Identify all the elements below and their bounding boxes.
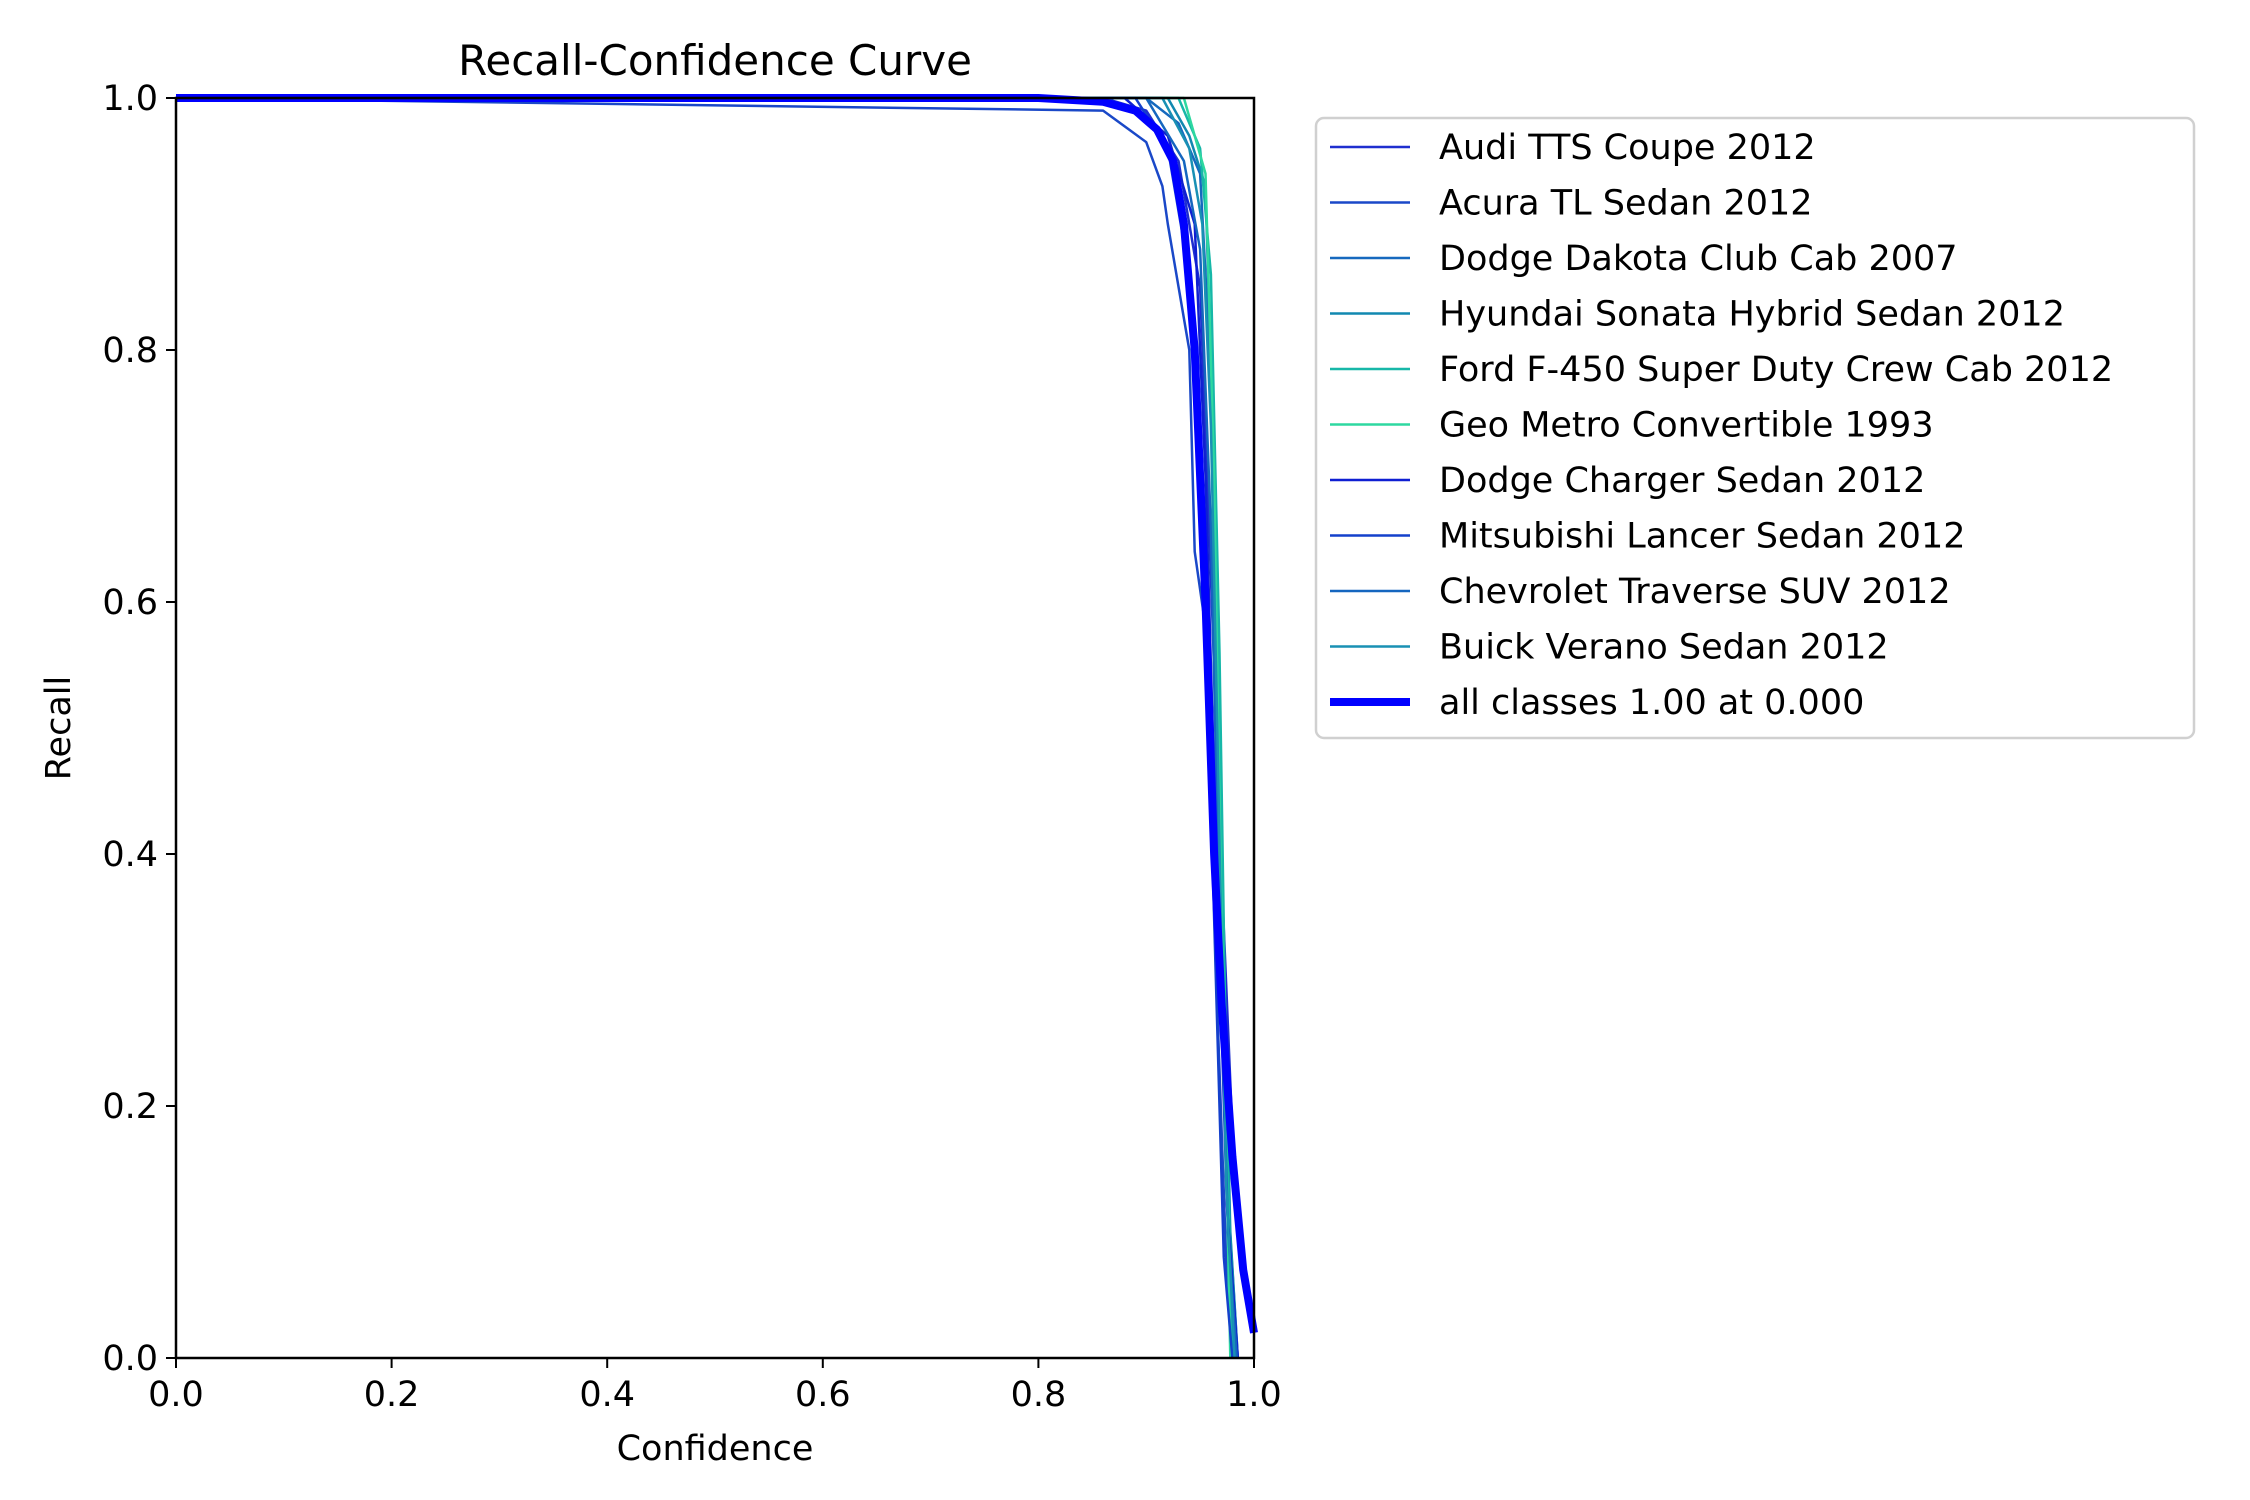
series-line-ford-f-450-super-duty-crew-cab-2012 [176,96,1234,1359]
series-line-audi-tts-coupe-2012 [176,96,1256,1334]
legend-label: all classes 1.00 at 0.000 [1439,683,1864,723]
series-line-chevrolet-traverse-suv-2012 [176,96,1239,1359]
legend-label: Ford F-450 Super Duty Crew Cab 2012 [1439,350,2113,390]
legend-label: Audi TTS Coupe 2012 [1439,128,1816,168]
legend-label: Geo Metro Convertible 1993 [1439,406,1934,446]
x-tick-label: 0.6 [795,1375,851,1415]
legend-label: Dodge Charger Sedan 2012 [1439,461,1925,501]
legend-label: Buick Verano Sedan 2012 [1439,628,1889,668]
x-tick-label: 1.0 [1226,1375,1282,1415]
chart-title: Recall-Confidence Curve [458,36,972,85]
y-tick-label: 1.0 [102,79,158,119]
series-line-dodge-dakota-club-cab-2007 [176,96,1240,1359]
series-line-all-classes [176,94,1258,1334]
x-tick-label: 0.8 [1011,1375,1067,1415]
y-tick-label: 0.2 [102,1087,158,1127]
y-tick-label: 0.8 [102,331,158,371]
plot-frame [174,96,1256,1360]
x-axis-ticks: 0.0 0.2 0.4 0.6 0.8 1.0 [148,1358,1282,1415]
y-tick-label: 0.6 [102,583,158,623]
series-line-mitsubishi-lancer-sedan-2012 [176,96,1234,1359]
legend-label: Chevrolet Traverse SUV 2012 [1439,572,1951,612]
series-line-buick-verano-sedan-2012 [176,96,1236,1359]
legend-label: Hyundai Sonata Hybrid Sedan 2012 [1439,295,2065,335]
x-tick-label: 0.4 [579,1375,635,1415]
y-axis-title: Recall [39,676,79,780]
legend: Audi TTS Coupe 2012 Acura TL Sedan 2012 Do… [1314,116,2196,740]
series-line-dodge-charger-sedan-2012 [176,96,1240,1359]
y-tick-label: 0.4 [102,835,158,875]
x-tick-label: 0.2 [364,1375,420,1415]
x-axis-title: Confidence [617,1429,814,1469]
x-tick-label: 0.0 [148,1375,204,1415]
series-line-hyundai-sonata-hybrid-sedan-2012 [176,96,1240,1359]
legend-label: Acura TL Sedan 2012 [1439,184,1813,224]
legend-frame [1314,116,2196,740]
y-tick-label: 0.0 [102,1339,158,1379]
y-axis-ticks: 0.0 0.2 0.4 0.6 0.8 1.0 [102,79,176,1379]
plot-lines [175,94,1258,1359]
legend-label: Dodge Dakota Club Cab 2007 [1439,239,1958,279]
legend-label: Mitsubishi Lancer Sedan 2012 [1439,517,1966,557]
series-line-acura-tl-sedan-2012 [175,96,1240,1359]
series-line-geo-metro-convertible-1993 [176,96,1232,1359]
